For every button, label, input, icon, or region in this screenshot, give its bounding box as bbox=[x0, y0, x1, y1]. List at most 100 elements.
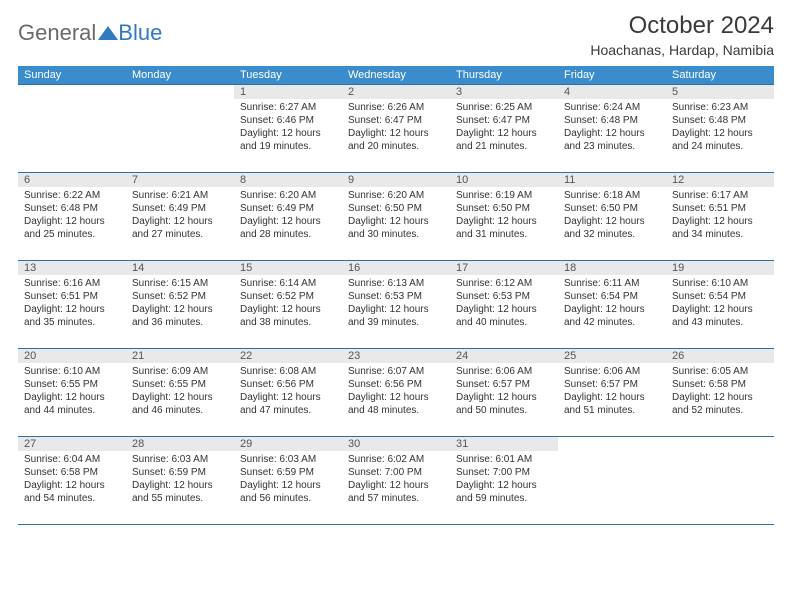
daylight1-line: Daylight: 12 hours bbox=[672, 391, 768, 404]
day-body: Sunrise: 6:09 AMSunset: 6:55 PMDaylight:… bbox=[126, 363, 234, 421]
sunset-line: Sunset: 6:53 PM bbox=[348, 290, 444, 303]
sunrise-line: Sunrise: 6:15 AM bbox=[132, 277, 228, 290]
day-body: Sunrise: 6:10 AMSunset: 6:54 PMDaylight:… bbox=[666, 275, 774, 333]
day-cell: 14Sunrise: 6:15 AMSunset: 6:52 PMDayligh… bbox=[126, 260, 234, 348]
daylight2-line: and 38 minutes. bbox=[240, 316, 336, 329]
day-cell: 16Sunrise: 6:13 AMSunset: 6:53 PMDayligh… bbox=[342, 260, 450, 348]
day-cell: 10Sunrise: 6:19 AMSunset: 6:50 PMDayligh… bbox=[450, 172, 558, 260]
daylight1-line: Daylight: 12 hours bbox=[564, 303, 660, 316]
weekday-header: Friday bbox=[558, 66, 666, 84]
day-body: Sunrise: 6:24 AMSunset: 6:48 PMDaylight:… bbox=[558, 99, 666, 157]
day-cell: 25Sunrise: 6:06 AMSunset: 6:57 PMDayligh… bbox=[558, 348, 666, 436]
daylight2-line: and 42 minutes. bbox=[564, 316, 660, 329]
sunrise-line: Sunrise: 6:22 AM bbox=[24, 189, 120, 202]
daylight2-line: and 32 minutes. bbox=[564, 228, 660, 241]
daylight2-line: and 54 minutes. bbox=[24, 492, 120, 505]
day-body: Sunrise: 6:13 AMSunset: 6:53 PMDaylight:… bbox=[342, 275, 450, 333]
sunset-line: Sunset: 6:57 PM bbox=[564, 378, 660, 391]
daylight2-line: and 40 minutes. bbox=[456, 316, 552, 329]
sunrise-line: Sunrise: 6:19 AM bbox=[456, 189, 552, 202]
sunrise-line: Sunrise: 6:14 AM bbox=[240, 277, 336, 290]
day-number: 18 bbox=[558, 260, 666, 275]
daylight2-line: and 48 minutes. bbox=[348, 404, 444, 417]
sunrise-line: Sunrise: 6:25 AM bbox=[456, 101, 552, 114]
day-number: 22 bbox=[234, 348, 342, 363]
daylight1-line: Daylight: 12 hours bbox=[132, 303, 228, 316]
daylight2-line: and 30 minutes. bbox=[348, 228, 444, 241]
daylight1-line: Daylight: 12 hours bbox=[564, 391, 660, 404]
sunset-line: Sunset: 6:56 PM bbox=[348, 378, 444, 391]
day-body: Sunrise: 6:25 AMSunset: 6:47 PMDaylight:… bbox=[450, 99, 558, 157]
day-number: 23 bbox=[342, 348, 450, 363]
sunrise-line: Sunrise: 6:26 AM bbox=[348, 101, 444, 114]
day-number: 4 bbox=[558, 84, 666, 99]
day-number: 5 bbox=[666, 84, 774, 99]
sunset-line: Sunset: 6:59 PM bbox=[132, 466, 228, 479]
daylight1-line: Daylight: 12 hours bbox=[672, 127, 768, 140]
day-body: Sunrise: 6:16 AMSunset: 6:51 PMDaylight:… bbox=[18, 275, 126, 333]
day-body: Sunrise: 6:20 AMSunset: 6:49 PMDaylight:… bbox=[234, 187, 342, 245]
day-number: 31 bbox=[450, 436, 558, 451]
day-body: Sunrise: 6:17 AMSunset: 6:51 PMDaylight:… bbox=[666, 187, 774, 245]
sunrise-line: Sunrise: 6:01 AM bbox=[456, 453, 552, 466]
day-body: Sunrise: 6:21 AMSunset: 6:49 PMDaylight:… bbox=[126, 187, 234, 245]
daylight2-line: and 44 minutes. bbox=[24, 404, 120, 417]
weekday-header: Saturday bbox=[666, 66, 774, 84]
week-row: 1Sunrise: 6:27 AMSunset: 6:46 PMDaylight… bbox=[18, 84, 774, 172]
day-body: Sunrise: 6:03 AMSunset: 6:59 PMDaylight:… bbox=[234, 451, 342, 509]
sunrise-line: Sunrise: 6:02 AM bbox=[348, 453, 444, 466]
sunrise-line: Sunrise: 6:05 AM bbox=[672, 365, 768, 378]
daylight2-line: and 43 minutes. bbox=[672, 316, 768, 329]
day-body: Sunrise: 6:10 AMSunset: 6:55 PMDaylight:… bbox=[18, 363, 126, 421]
day-cell: 31Sunrise: 6:01 AMSunset: 7:00 PMDayligh… bbox=[450, 436, 558, 524]
daylight1-line: Daylight: 12 hours bbox=[348, 391, 444, 404]
day-number: 6 bbox=[18, 172, 126, 187]
day-body: Sunrise: 6:20 AMSunset: 6:50 PMDaylight:… bbox=[342, 187, 450, 245]
sunrise-line: Sunrise: 6:21 AM bbox=[132, 189, 228, 202]
sunset-line: Sunset: 6:47 PM bbox=[348, 114, 444, 127]
sunrise-line: Sunrise: 6:10 AM bbox=[24, 365, 120, 378]
location: Hoachanas, Hardap, Namibia bbox=[590, 42, 774, 58]
day-body: Sunrise: 6:11 AMSunset: 6:54 PMDaylight:… bbox=[558, 275, 666, 333]
day-cell: 24Sunrise: 6:06 AMSunset: 6:57 PMDayligh… bbox=[450, 348, 558, 436]
day-number bbox=[558, 436, 666, 451]
sunrise-line: Sunrise: 6:27 AM bbox=[240, 101, 336, 114]
day-number: 26 bbox=[666, 348, 774, 363]
sunrise-line: Sunrise: 6:18 AM bbox=[564, 189, 660, 202]
day-cell: 19Sunrise: 6:10 AMSunset: 6:54 PMDayligh… bbox=[666, 260, 774, 348]
day-number: 21 bbox=[126, 348, 234, 363]
day-body: Sunrise: 6:06 AMSunset: 6:57 PMDaylight:… bbox=[558, 363, 666, 421]
daylight1-line: Daylight: 12 hours bbox=[672, 303, 768, 316]
daylight1-line: Daylight: 12 hours bbox=[348, 479, 444, 492]
day-cell bbox=[18, 84, 126, 172]
day-number: 10 bbox=[450, 172, 558, 187]
daylight2-line: and 25 minutes. bbox=[24, 228, 120, 241]
weekday-header: Tuesday bbox=[234, 66, 342, 84]
sunrise-line: Sunrise: 6:08 AM bbox=[240, 365, 336, 378]
day-number: 29 bbox=[234, 436, 342, 451]
sunset-line: Sunset: 6:56 PM bbox=[240, 378, 336, 391]
sunset-line: Sunset: 6:46 PM bbox=[240, 114, 336, 127]
day-cell: 29Sunrise: 6:03 AMSunset: 6:59 PMDayligh… bbox=[234, 436, 342, 524]
daylight1-line: Daylight: 12 hours bbox=[132, 479, 228, 492]
day-body: Sunrise: 6:05 AMSunset: 6:58 PMDaylight:… bbox=[666, 363, 774, 421]
sunset-line: Sunset: 6:48 PM bbox=[564, 114, 660, 127]
sunset-line: Sunset: 6:48 PM bbox=[672, 114, 768, 127]
daylight1-line: Daylight: 12 hours bbox=[240, 127, 336, 140]
day-body: Sunrise: 6:04 AMSunset: 6:58 PMDaylight:… bbox=[18, 451, 126, 509]
daylight1-line: Daylight: 12 hours bbox=[348, 303, 444, 316]
day-cell: 6Sunrise: 6:22 AMSunset: 6:48 PMDaylight… bbox=[18, 172, 126, 260]
sunset-line: Sunset: 6:50 PM bbox=[564, 202, 660, 215]
day-body: Sunrise: 6:18 AMSunset: 6:50 PMDaylight:… bbox=[558, 187, 666, 245]
daylight1-line: Daylight: 12 hours bbox=[456, 479, 552, 492]
daylight2-line: and 19 minutes. bbox=[240, 140, 336, 153]
sunset-line: Sunset: 6:58 PM bbox=[672, 378, 768, 391]
sunset-line: Sunset: 7:00 PM bbox=[348, 466, 444, 479]
day-body: Sunrise: 6:12 AMSunset: 6:53 PMDaylight:… bbox=[450, 275, 558, 333]
daylight1-line: Daylight: 12 hours bbox=[24, 391, 120, 404]
sunset-line: Sunset: 6:50 PM bbox=[456, 202, 552, 215]
day-cell bbox=[666, 436, 774, 524]
calendar-table: Sunday Monday Tuesday Wednesday Thursday… bbox=[18, 66, 774, 525]
sunset-line: Sunset: 6:49 PM bbox=[132, 202, 228, 215]
logo-word2: Blue bbox=[118, 20, 162, 46]
